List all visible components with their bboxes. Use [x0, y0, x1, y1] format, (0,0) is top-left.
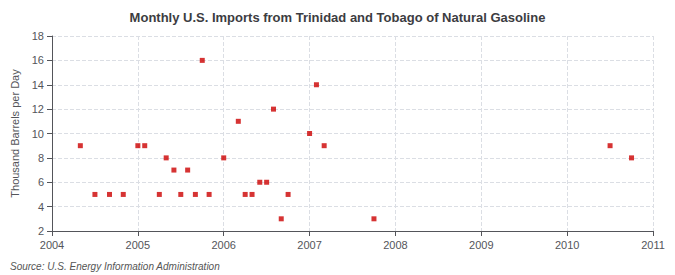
- svg-text:10: 10: [32, 128, 44, 140]
- svg-text:2007: 2007: [297, 239, 321, 251]
- svg-text:2011: 2011: [641, 239, 665, 251]
- svg-text:12: 12: [32, 103, 44, 115]
- svg-text:2004: 2004: [40, 239, 64, 251]
- svg-text:6: 6: [38, 176, 44, 188]
- svg-text:Monthly U.S. Imports from Trin: Monthly U.S. Imports from Trinidad and T…: [130, 10, 546, 25]
- svg-text:2005: 2005: [126, 239, 150, 251]
- svg-text:2009: 2009: [469, 239, 493, 251]
- svg-text:18: 18: [32, 30, 44, 42]
- svg-text:8: 8: [38, 152, 44, 164]
- svg-text:2010: 2010: [555, 239, 579, 251]
- svg-text:2006: 2006: [211, 239, 235, 251]
- svg-text:Thousand Barrels per Day: Thousand Barrels per Day: [9, 69, 21, 198]
- svg-text:16: 16: [32, 54, 44, 66]
- svg-text:14: 14: [32, 79, 44, 91]
- svg-text:4: 4: [38, 201, 44, 213]
- svg-text:2008: 2008: [383, 239, 407, 251]
- svg-text:2: 2: [38, 225, 44, 237]
- svg-text:Source: U.S. Energy Informatio: Source: U.S. Energy Information Administ…: [10, 261, 220, 272]
